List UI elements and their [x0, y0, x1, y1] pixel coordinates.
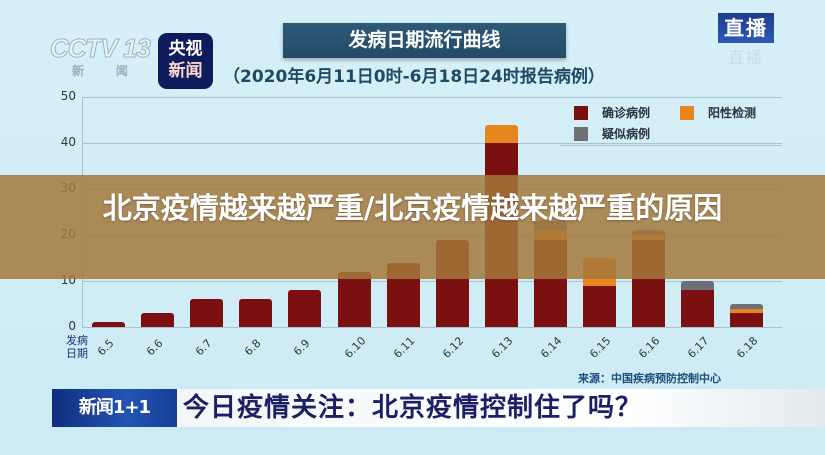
- bar-segment: [239, 299, 273, 327]
- x-axis-title-line2: 日期: [66, 347, 88, 360]
- bar-segment: [681, 290, 715, 327]
- news-1plus1-badge: 新闻1+1: [52, 389, 177, 427]
- x-tick-label: 6.12: [439, 334, 467, 361]
- bar-segment: [141, 313, 175, 327]
- bar-6.5: [92, 322, 125, 327]
- bar-6.9: [288, 290, 322, 327]
- legend-swatch-icon: [574, 105, 588, 120]
- x-tick-label: 6.14: [537, 334, 565, 361]
- x-tick-label: 6.11: [390, 334, 418, 361]
- gridline: [82, 281, 782, 282]
- bar-segment: [583, 285, 616, 327]
- bar-segment: [730, 304, 764, 309]
- y-tick-label: 50: [60, 89, 76, 103]
- y-tick-label: 0: [68, 319, 76, 333]
- cctv-logo: CCTV 13 新 闻: [50, 33, 156, 79]
- bar-segment: [730, 308, 764, 314]
- yangshi-news-logo: 央视 新闻: [158, 33, 213, 89]
- bar-segment: [190, 299, 224, 327]
- bar-segment: [337, 271, 371, 327]
- live-badge-reflection: 直播: [727, 48, 764, 67]
- live-badge: 直播: [718, 13, 774, 43]
- headline-overlay: [0, 175, 825, 279]
- bar-6.8: [239, 299, 273, 327]
- x-tick-label: 6.8: [242, 336, 264, 359]
- gridline: [82, 327, 782, 328]
- x-axis-title-line1: 发病: [66, 334, 88, 347]
- x-tick-label: 6.17: [685, 334, 712, 361]
- bar-6.17: [681, 281, 715, 327]
- cctv-logo-text: CCTV 13: [50, 33, 152, 64]
- x-axis-title: 发病 日期: [66, 334, 88, 360]
- gridline: [82, 97, 782, 98]
- bar-segment: [681, 281, 715, 291]
- legend-label: 阳性检测: [708, 106, 757, 120]
- legend-item-confirmed: 确诊病例: [574, 104, 650, 121]
- bar-segment: [288, 290, 322, 327]
- chart-legend: 确诊病例 阳性检测 疑似病例: [560, 97, 782, 146]
- x-tick-label: 6.13: [488, 334, 516, 361]
- cctv-logo-sub: 新 闻: [72, 64, 142, 79]
- x-tick-label: 6.9: [291, 336, 313, 359]
- x-tick-label: 6.18: [734, 334, 761, 361]
- yangshi-line2: 新闻: [168, 61, 203, 81]
- headline-text: 北京疫情越来越严重/北京疫情越来越严重的原因: [102, 191, 723, 225]
- y-tick-label: 40: [60, 135, 76, 149]
- x-tick-label: 6.16: [636, 334, 663, 361]
- x-tick-label: 6.7: [193, 336, 215, 359]
- legend-label: 确诊病例: [602, 106, 651, 120]
- legend-item-suspected: 疑似病例: [574, 125, 650, 142]
- legend-swatch-icon: [680, 105, 694, 120]
- legend-item-positive: 阳性检测: [680, 104, 756, 121]
- bar-6.18: [730, 304, 764, 327]
- x-tick-label: 6.10: [341, 334, 369, 361]
- bar-segment: [730, 313, 764, 327]
- x-tick-label: 6.5: [94, 336, 117, 359]
- bar-6.7: [190, 299, 224, 327]
- bar-segment: [484, 124, 518, 143]
- bar-6.6: [141, 313, 175, 327]
- x-tick-label: 6.6: [144, 336, 166, 359]
- data-source: 来源：中国疾病预防控制中心: [578, 372, 721, 385]
- legend-label: 疑似病例: [602, 127, 651, 141]
- x-tick-label: 6.15: [586, 334, 614, 361]
- gridline: [82, 143, 782, 144]
- yangshi-line1: 央视: [168, 39, 203, 59]
- chart-title: 发病日期流行曲线: [283, 23, 566, 58]
- legend-swatch-icon: [574, 126, 588, 141]
- bar-segment: [92, 322, 125, 327]
- news-ticker: 今日疫情关注：北京疫情控制住了吗？: [177, 389, 825, 427]
- bar-6.10: [337, 271, 371, 327]
- chart-subtitle: （2020年6月11日0时-6月18日24时报告病例）: [223, 67, 605, 87]
